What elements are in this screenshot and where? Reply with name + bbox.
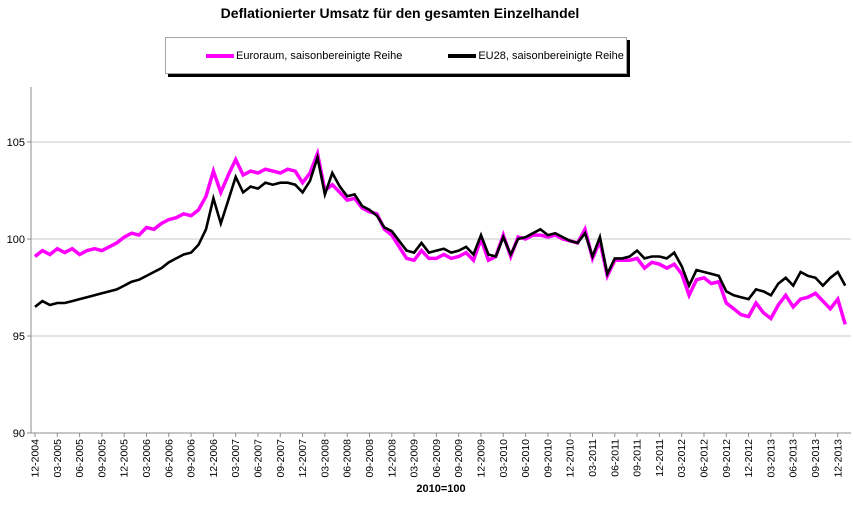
euroraum-line-swatch-icon <box>206 53 234 58</box>
y-tick-label: 95 <box>13 331 25 343</box>
x-tick-label: 06-2006 <box>163 439 175 478</box>
x-tick-label: 12-2006 <box>208 439 220 478</box>
x-tick-label: 12-2013 <box>832 439 844 478</box>
x-tick-label: 06-2010 <box>520 439 532 478</box>
y-tick-label: 90 <box>13 428 25 440</box>
x-tick-label: 12-2007 <box>297 439 309 478</box>
x-tick-label: 03-2012 <box>676 439 688 478</box>
eu28-line-swatch-icon <box>448 53 477 58</box>
x-tick-label: 12-2011 <box>654 439 666 477</box>
legend-item-euroraum: Euroraum, saisonbereinigte Reihe <box>206 50 402 62</box>
x-tick-label: 06-2005 <box>74 439 86 478</box>
x-tick-label: 06-2013 <box>788 439 800 478</box>
series-line-euroraum <box>33 147 847 325</box>
x-tick-label: 09-2012 <box>721 439 733 478</box>
x-tick-label: 03-2008 <box>319 439 331 478</box>
series-line-eu28 <box>34 152 847 308</box>
x-tick-label: 09-2013 <box>810 439 822 478</box>
x-tick-label: 03-2010 <box>498 439 510 478</box>
x-tick-label: 09-2005 <box>96 439 108 478</box>
x-tick-label: 06-2011 <box>609 439 621 477</box>
y-tick-label: 100 <box>7 234 25 246</box>
x-tick-label: 12-2005 <box>119 439 131 478</box>
x-tick-label: 09-2006 <box>186 439 198 478</box>
x-tick-label: 09-2010 <box>542 439 554 478</box>
x-tick-label: 09-2008 <box>364 439 376 478</box>
x-tick-label: 03-2011 <box>587 439 599 477</box>
x-tick-label: 03-2013 <box>765 439 777 478</box>
x-tick-label: 12-2004 <box>30 439 42 478</box>
x-tick-label: 03-2007 <box>230 439 242 478</box>
chart-title: Deflationierter Umsatz für den gesamten … <box>220 5 580 21</box>
x-tick-label: 03-2005 <box>52 439 64 478</box>
x-tick-label: 12-2009 <box>475 439 487 478</box>
x-tick-label: 12-2010 <box>565 439 577 478</box>
legend-item-eu28: EU28, saisonbereinigte Reihe <box>448 50 624 62</box>
x-tick-label: 06-2009 <box>431 439 443 478</box>
x-tick-label: 06-2008 <box>342 439 354 478</box>
x-tick-label: 03-2009 <box>409 439 421 478</box>
y-tick-label: 105 <box>7 137 25 149</box>
x-axis-title: 2010=100 <box>416 483 466 495</box>
x-tick-label: 06-2007 <box>252 439 264 478</box>
x-tick-label: 09-2011 <box>632 439 644 477</box>
legend-label-eu28: EU28, saisonbereinigte Reihe <box>478 49 624 62</box>
x-tick-label: 03-2006 <box>141 439 153 478</box>
x-tick-label: 12-2008 <box>386 439 398 478</box>
x-tick-label: 09-2009 <box>453 439 465 478</box>
legend: Euroraum, saisonbereinigte Reihe EU28, s… <box>165 37 627 74</box>
legend-label-euroraum: Euroraum, saisonbereinigte Reihe <box>236 49 403 62</box>
x-tick-label: 09-2007 <box>275 439 287 478</box>
x-tick-label: 12-2012 <box>743 439 755 478</box>
x-tick-label: 06-2012 <box>698 439 710 478</box>
